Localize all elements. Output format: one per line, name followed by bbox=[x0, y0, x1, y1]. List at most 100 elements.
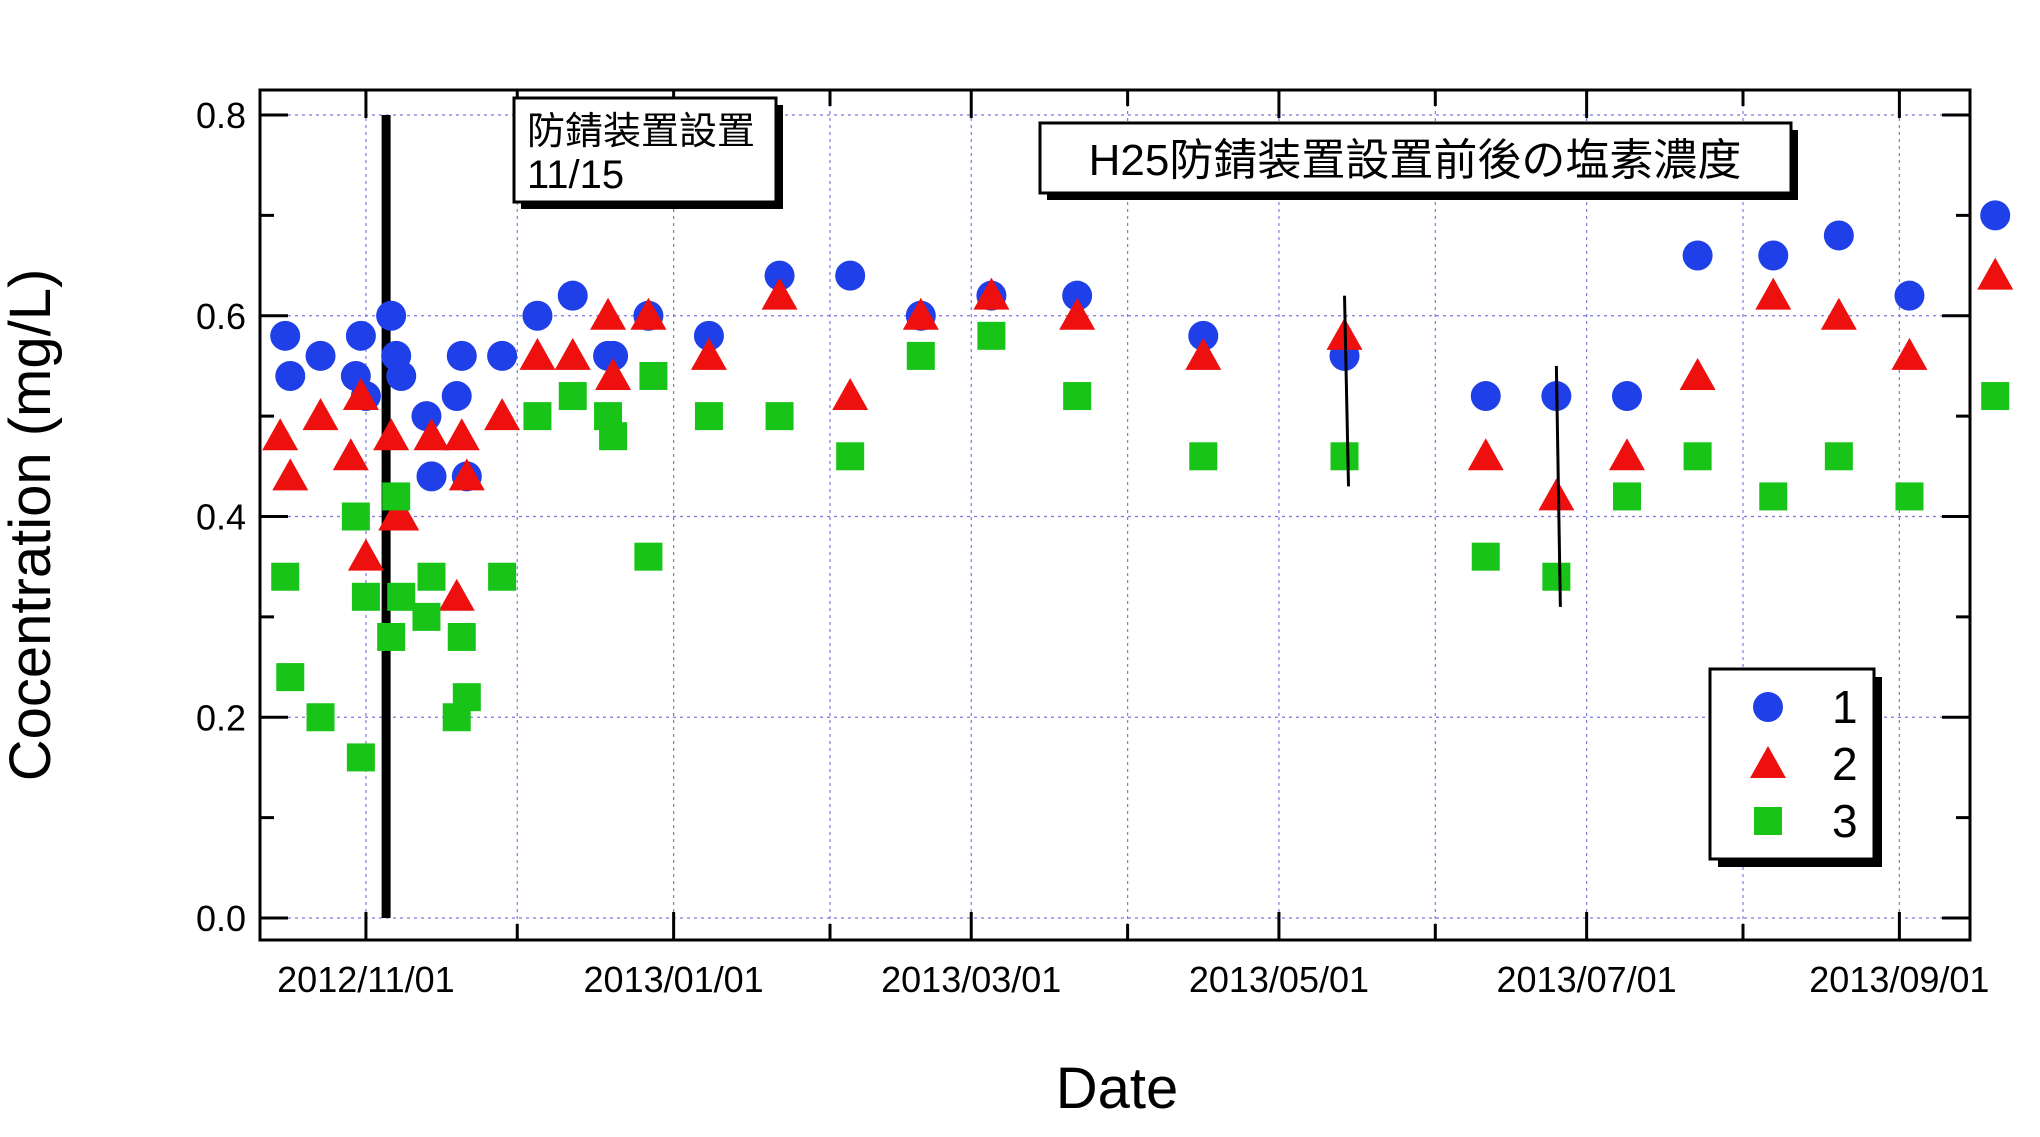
data-point-series-2 bbox=[272, 458, 309, 491]
data-point-series-3 bbox=[382, 482, 411, 511]
data-point-series-1 bbox=[275, 360, 306, 391]
data-point-series-2 bbox=[1538, 478, 1575, 511]
data-point-series-3 bbox=[387, 582, 416, 611]
data-point-series-1 bbox=[557, 280, 588, 311]
data-point-series-3 bbox=[836, 442, 865, 471]
data-point-series-2 bbox=[413, 418, 450, 451]
data-point-series-3 bbox=[1612, 482, 1641, 511]
data-point-series-3 bbox=[1330, 442, 1359, 471]
x-tick-label: 2013/07/01 bbox=[1497, 959, 1677, 1000]
series-2 bbox=[262, 257, 2014, 611]
error-bar bbox=[1343, 295, 1351, 487]
data-point-series-1 bbox=[270, 320, 301, 351]
data-point-series-3 bbox=[765, 402, 794, 431]
data-point-series-1 bbox=[1188, 320, 1219, 351]
data-point-series-3 bbox=[377, 622, 406, 651]
data-points bbox=[262, 200, 2014, 772]
legend-label-2: 2 bbox=[1832, 738, 1858, 790]
annotation-box: 防錆装置設置 11/15 bbox=[512, 96, 783, 209]
data-point-series-3 bbox=[351, 582, 380, 611]
data-point-series-2 bbox=[332, 438, 369, 471]
data-point-series-3 bbox=[1895, 482, 1924, 511]
data-point-series-3 bbox=[694, 402, 723, 431]
data-point-series-1 bbox=[1894, 280, 1925, 311]
title-box: H25防錆装置設置前後の塩素濃度 bbox=[1038, 121, 1798, 200]
data-point-series-3 bbox=[412, 602, 441, 631]
data-point-series-1 bbox=[598, 340, 629, 371]
data-point-series-2 bbox=[630, 297, 667, 330]
data-point-series-2 bbox=[1467, 438, 1504, 471]
data-point-series-1 bbox=[764, 260, 795, 291]
data-point-series-2 bbox=[373, 418, 410, 451]
legend-label-3: 3 bbox=[1832, 795, 1858, 847]
data-point-series-3 bbox=[634, 542, 663, 571]
data-point-series-3 bbox=[639, 361, 668, 390]
y-axis-label: Cocentration (mg/L) bbox=[0, 269, 63, 782]
data-point-series-2 bbox=[832, 378, 869, 411]
data-point-series-1 bbox=[1611, 381, 1642, 412]
data-point-series-1 bbox=[416, 461, 447, 492]
y-tick-label: 0.0 bbox=[196, 898, 246, 939]
data-point-series-2 bbox=[443, 418, 480, 451]
data-point-series-2 bbox=[690, 337, 727, 370]
annotation-line-1: 防錆装置設置 bbox=[527, 111, 755, 153]
series-1 bbox=[270, 200, 2011, 492]
data-point-series-1 bbox=[1980, 200, 2011, 231]
x-tick-label: 2013/09/01 bbox=[1809, 959, 1989, 1000]
grid-lines bbox=[260, 90, 1970, 940]
x-tick-labels: 2012/11/01 2013/01/01 2013/03/01 2013/05/01… bbox=[277, 959, 1989, 1000]
data-point-series-3 bbox=[599, 422, 628, 451]
data-point-series-2 bbox=[1820, 297, 1857, 330]
data-point-series-1 bbox=[441, 381, 472, 412]
data-point-series-2 bbox=[1891, 337, 1928, 370]
x-tick-label: 2012/11/01 bbox=[277, 959, 455, 1000]
data-point-series-1 bbox=[487, 340, 518, 371]
legend-items: 123 bbox=[1750, 681, 1858, 847]
data-point-series-3 bbox=[906, 341, 935, 370]
series-3 bbox=[271, 321, 2010, 772]
data-point-series-1 bbox=[522, 300, 553, 331]
legend-label-1: 1 bbox=[1832, 681, 1858, 733]
data-point-series-2 bbox=[1755, 277, 1792, 310]
data-point-series-3 bbox=[306, 703, 335, 732]
data-point-series-3 bbox=[276, 663, 305, 692]
data-point-series-3 bbox=[1759, 482, 1788, 511]
data-point-series-2 bbox=[383, 498, 420, 531]
data-point-series-2 bbox=[347, 538, 384, 571]
data-point-series-2 bbox=[302, 398, 339, 431]
legend: 123 bbox=[1708, 667, 1882, 867]
legend-marker-3 bbox=[1754, 807, 1782, 835]
y-tick-label: 0.6 bbox=[196, 296, 246, 337]
data-point-series-2 bbox=[761, 277, 798, 310]
data-point-series-1 bbox=[376, 300, 407, 331]
data-point-series-2 bbox=[519, 337, 556, 370]
data-point-series-3 bbox=[417, 562, 446, 591]
annotation-line-2: 11/15 bbox=[527, 153, 624, 197]
data-point-series-3 bbox=[1471, 542, 1500, 571]
data-point-series-3 bbox=[1542, 562, 1571, 591]
y-tick-label: 0.8 bbox=[196, 95, 246, 136]
error-bar bbox=[1554, 365, 1562, 607]
legend-marker-2 bbox=[1750, 746, 1786, 778]
error-bars bbox=[1343, 295, 1562, 607]
x-tick-label: 2013/03/01 bbox=[881, 959, 1061, 1000]
data-point-series-3 bbox=[1824, 442, 1853, 471]
data-point-series-1 bbox=[1823, 220, 1854, 251]
data-point-series-3 bbox=[523, 402, 552, 431]
data-point-series-2 bbox=[1608, 438, 1645, 471]
data-point-series-2 bbox=[438, 578, 475, 611]
data-point-series-3 bbox=[488, 562, 517, 591]
data-point-series-1 bbox=[1470, 381, 1501, 412]
x-axis-label: Date bbox=[1056, 1056, 1179, 1121]
data-point-series-2 bbox=[484, 398, 521, 431]
data-point-series-2 bbox=[262, 418, 299, 451]
data-point-series-2 bbox=[1185, 337, 1222, 370]
data-point-series-1 bbox=[835, 260, 866, 291]
data-point-series-2 bbox=[1679, 357, 1716, 390]
data-point-series-1 bbox=[1758, 240, 1789, 271]
data-point-series-3 bbox=[1189, 442, 1218, 471]
data-point-series-3 bbox=[447, 622, 476, 651]
data-point-series-3 bbox=[271, 562, 300, 591]
data-point-series-1 bbox=[345, 320, 376, 351]
